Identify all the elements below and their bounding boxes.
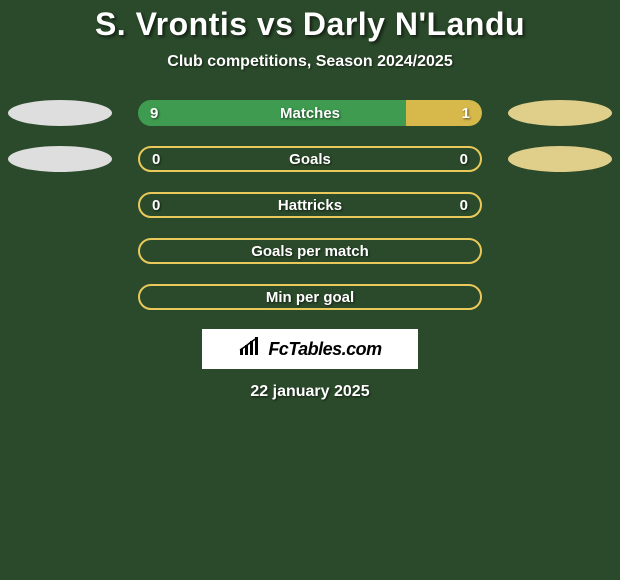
- logo-badge: FcTables.com: [202, 329, 418, 369]
- stat-bar: Min per goal: [138, 284, 482, 310]
- stat-value-right: 0: [460, 197, 468, 214]
- stat-value-right: 1: [462, 105, 470, 122]
- player2-marker: [508, 100, 612, 126]
- page-title: S. Vrontis vs Darly N'Landu: [0, 6, 620, 43]
- stat-row: 0Goals0: [0, 145, 620, 173]
- subtitle: Club competitions, Season 2024/2025: [0, 53, 620, 71]
- stat-label: Hattricks: [140, 197, 480, 214]
- chart-icon: [238, 337, 264, 362]
- stat-label: Goals per match: [140, 243, 480, 260]
- comparison-card: S. Vrontis vs Darly N'Landu Club competi…: [0, 0, 620, 401]
- stat-row: 9Matches1: [0, 99, 620, 127]
- stat-bar: Goals per match: [138, 238, 482, 264]
- stat-label: Matches: [138, 105, 482, 122]
- player1-marker: [8, 146, 112, 172]
- stat-label: Goals: [140, 151, 480, 168]
- player2-marker: [508, 146, 612, 172]
- stat-row: Min per goal: [0, 283, 620, 311]
- player1-marker: [8, 100, 112, 126]
- stat-rows: 9Matches10Goals00Hattricks0Goals per mat…: [0, 99, 620, 311]
- stat-value-right: 0: [460, 151, 468, 168]
- stat-row: Goals per match: [0, 237, 620, 265]
- stat-bar: 0Goals0: [138, 146, 482, 172]
- stat-row: 0Hattricks0: [0, 191, 620, 219]
- logo-text: FcTables.com: [268, 339, 381, 360]
- stat-bar: 0Hattricks0: [138, 192, 482, 218]
- date-label: 22 january 2025: [0, 383, 620, 401]
- stat-bar: 9Matches1: [138, 100, 482, 126]
- stat-label: Min per goal: [140, 289, 480, 306]
